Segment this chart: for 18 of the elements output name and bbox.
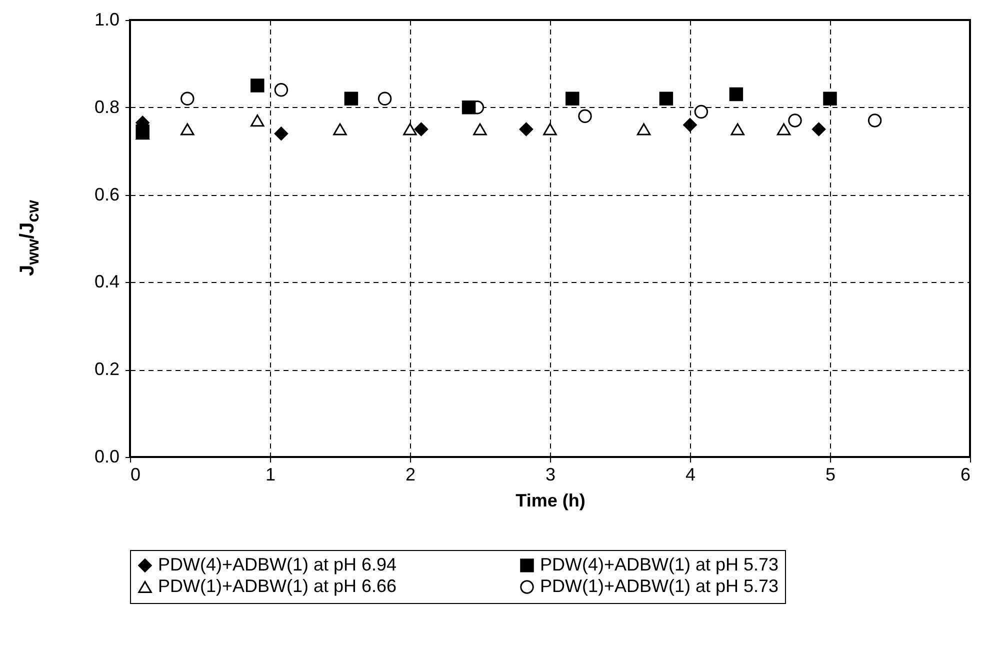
y-tick-label: 0.6	[94, 184, 120, 204]
y-tick-label: 0.0	[94, 446, 120, 466]
x-tick-label: 1	[265, 464, 276, 484]
x-tick-label: 6	[960, 464, 970, 484]
x-tick-label: 0	[130, 464, 141, 484]
y-tick-label: 1.0	[94, 10, 120, 30]
x-tick-label: 5	[825, 464, 836, 484]
y-tick-label: 0.2	[94, 359, 120, 380]
x-tick-label: 3	[545, 464, 556, 484]
y-tick-label: 0.4	[94, 272, 120, 292]
legend-label: PDW(4)+ADBW(1) at pH 6.94	[158, 554, 397, 574]
legend-label: PDW(1)+ADBW(1) at pH 5.73	[540, 576, 779, 596]
x-axis-title: Time (h)	[516, 490, 586, 510]
x-tick-label: 4	[685, 464, 696, 484]
legend-label: PDW(1)+ADBW(1) at pH 6.66	[158, 576, 397, 596]
x-tick-label: 2	[405, 464, 416, 484]
legend-label: PDW(4)+ADBW(1) at pH 5.73	[540, 554, 779, 574]
y-tick-label: 0.8	[94, 96, 120, 117]
